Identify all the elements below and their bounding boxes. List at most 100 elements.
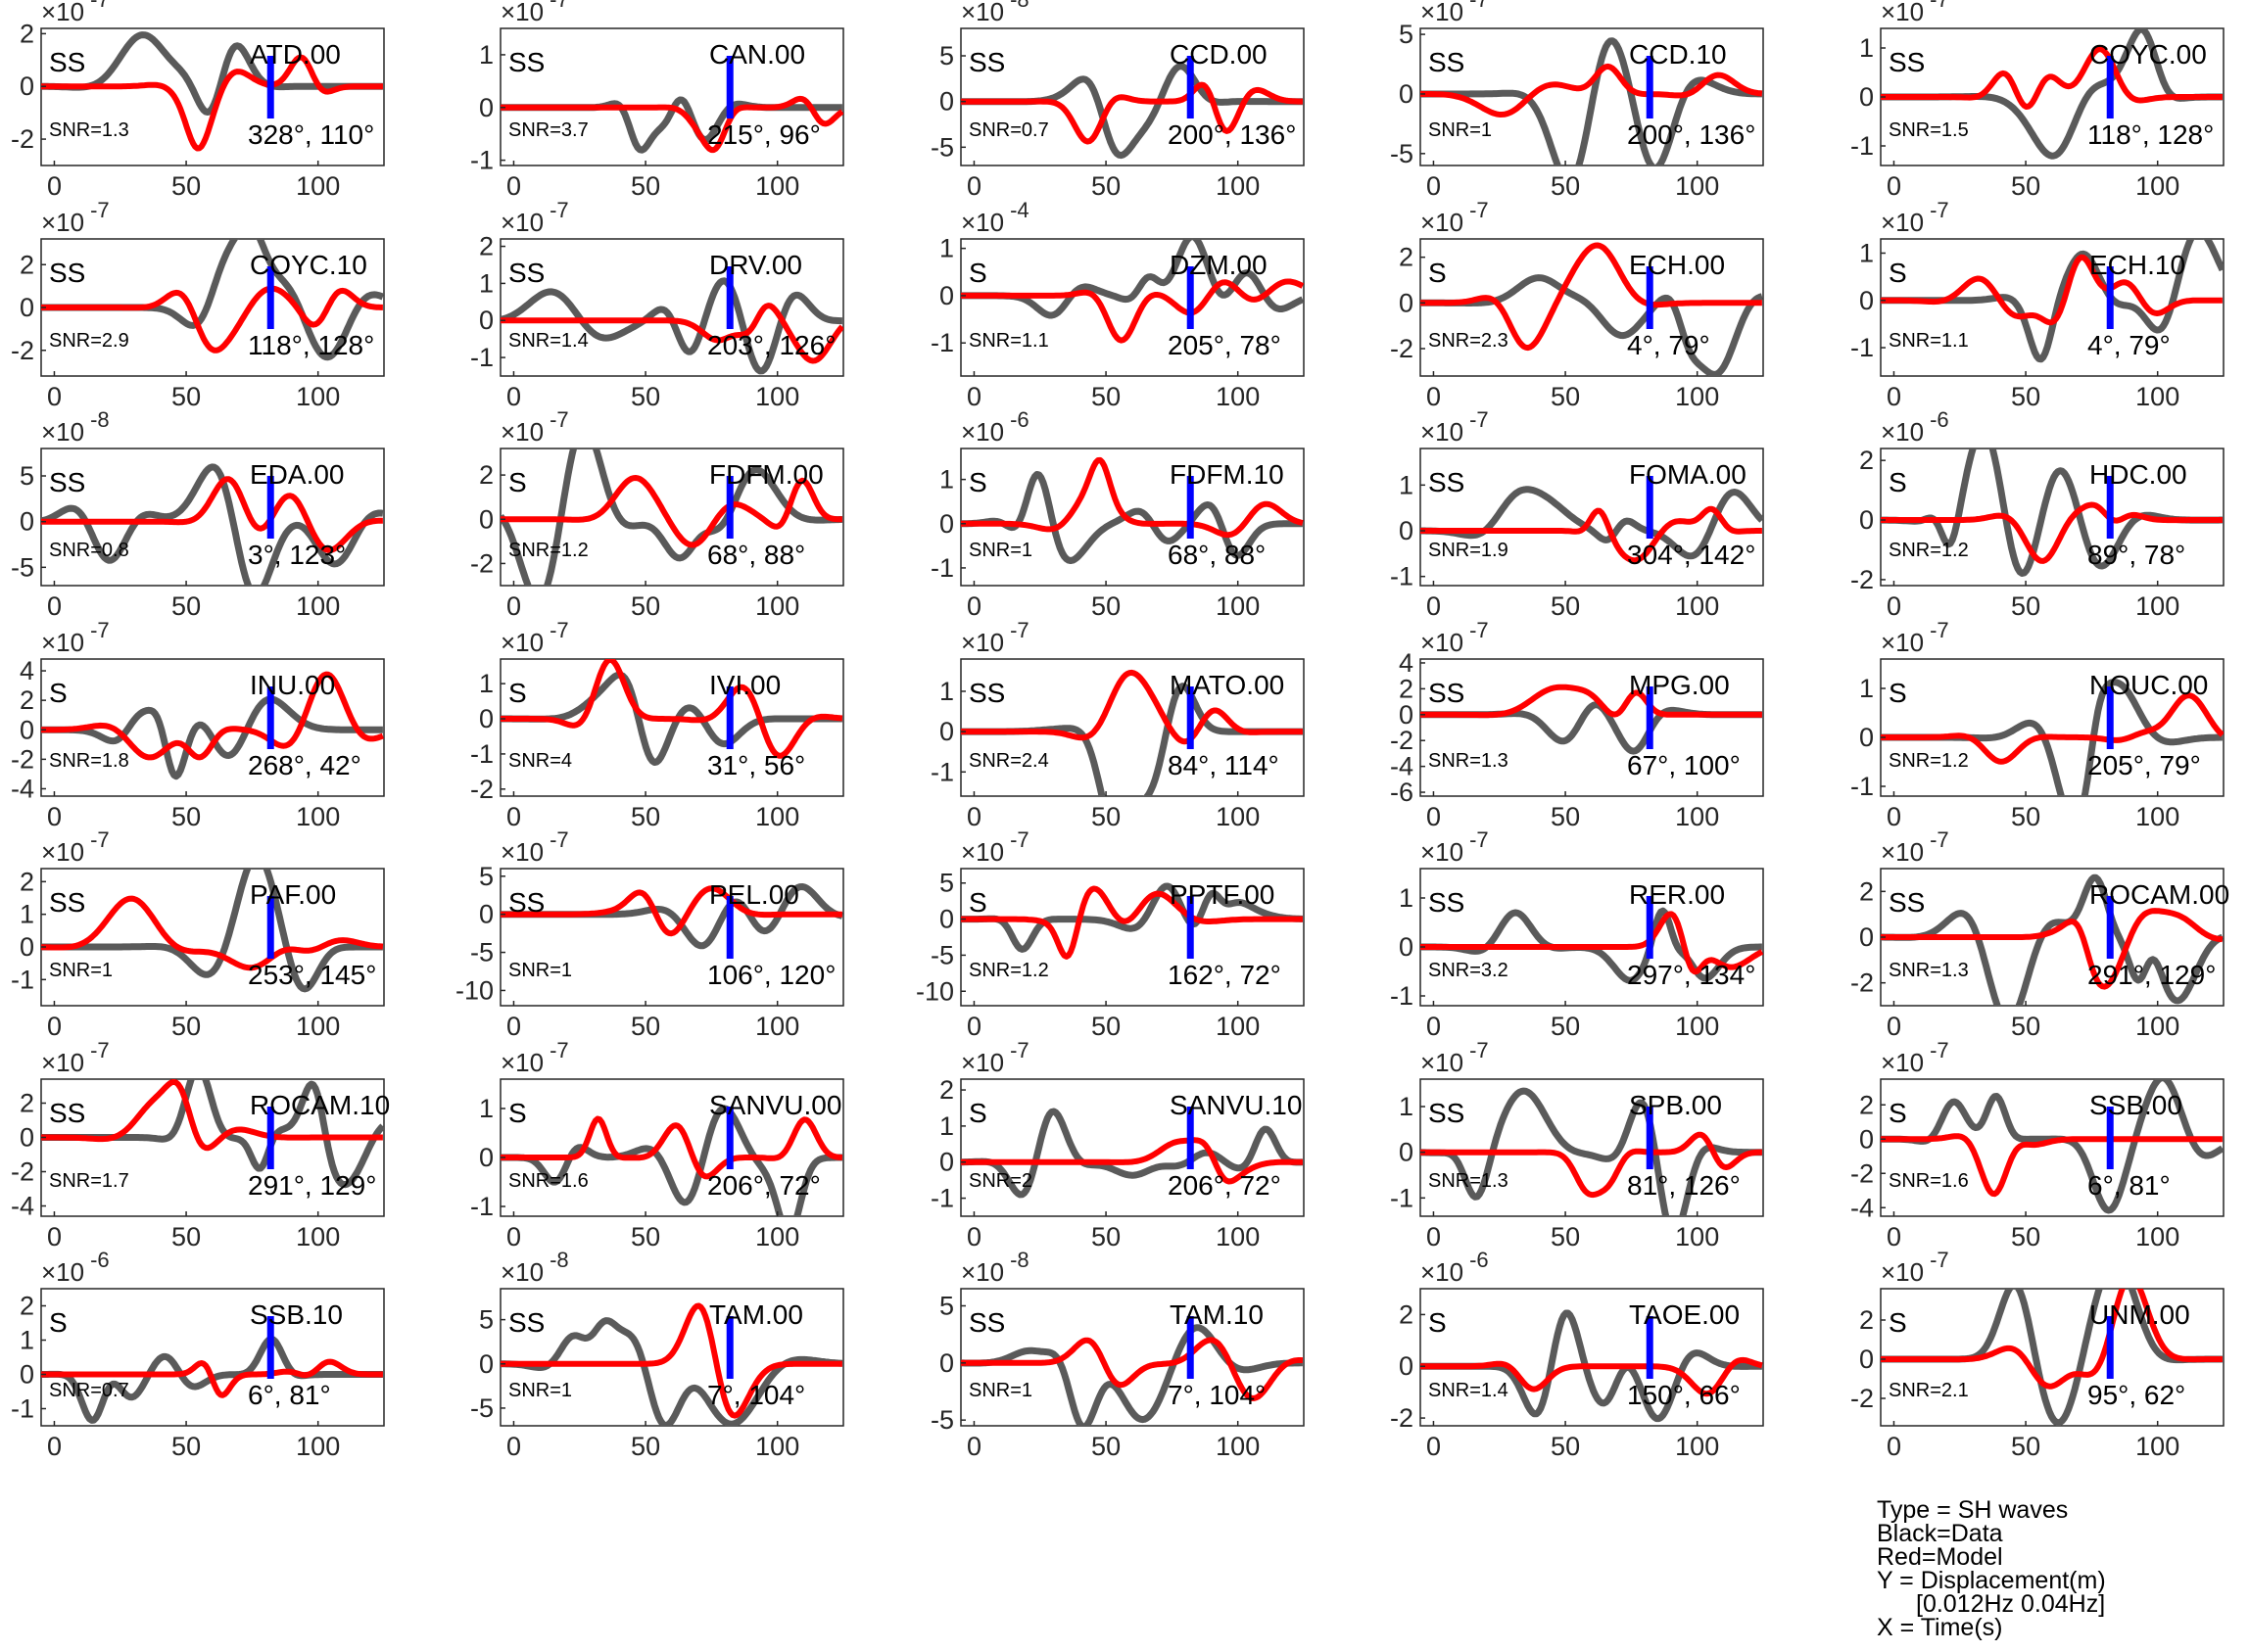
- y-tick-label: 5: [20, 461, 34, 491]
- y-tick-label: 2: [1859, 446, 1874, 475]
- y-tick-label: 2: [1859, 1305, 1874, 1335]
- x-tick-label: 50: [1551, 1012, 1580, 1041]
- y-tick-label: 2: [479, 232, 494, 261]
- snr-label: SNR=1.4: [1428, 1380, 1508, 1401]
- y-tick-label: 0: [479, 1349, 494, 1379]
- data-trace: [961, 1108, 1304, 1199]
- phase-label: SS: [1428, 678, 1464, 708]
- y-exponent: ×10-7: [1881, 1248, 1949, 1287]
- x-tick-label: 100: [2135, 802, 2179, 831]
- angle-label: 205°, 78°: [1168, 330, 1281, 360]
- y-tick-label: -1: [1390, 1183, 1413, 1212]
- x-tick-label: 0: [506, 171, 521, 201]
- y-tick-label: -1: [931, 328, 954, 357]
- phase-label: SS: [1428, 47, 1464, 77]
- x-tick-label: 50: [1091, 1012, 1121, 1041]
- x-tick-label: 0: [1426, 1432, 1441, 1461]
- y-exponent: ×10-8: [41, 407, 110, 447]
- x-tick-label: 50: [631, 171, 660, 201]
- angle-label: 31°, 56°: [707, 750, 805, 780]
- phase-label: SS: [508, 887, 545, 918]
- x-tick-label: 50: [1091, 1432, 1121, 1461]
- snr-label: SNR=1.3: [49, 119, 129, 141]
- y-tick-label: 2: [20, 19, 34, 48]
- snr-label: SNR=0.8: [49, 540, 129, 561]
- station-label: FDFM.00: [709, 459, 824, 490]
- y-tick-label: -1: [1850, 772, 1874, 801]
- snr-label: SNR=1.2: [969, 960, 1049, 981]
- y-tick-label: -1: [931, 553, 954, 583]
- x-tick-label: 100: [2135, 591, 2179, 621]
- snr-label: SNR=1: [969, 540, 1032, 561]
- y-tick-label: 0: [1859, 505, 1874, 535]
- station-label: FDFM.10: [1170, 459, 1284, 490]
- panel-sanvu-00: 0 50 100 1 0 -1 ×10 -7 S SANVU.00 SNR=1.6 206°, 72°: [470, 1038, 844, 1251]
- snr-label: SNR=1.3: [1428, 1170, 1508, 1192]
- y-tick-label: -1: [1850, 131, 1874, 161]
- panel-frame: [40, 868, 385, 1007]
- x-tick-label: 50: [2011, 591, 2040, 621]
- angle-label: 118°, 128°: [2087, 119, 2214, 150]
- y-tick-label: 0: [20, 1123, 34, 1153]
- y-tick-label: 0: [1859, 82, 1874, 112]
- station-label: INU.00: [250, 670, 335, 700]
- y-tick-label: 0: [1859, 922, 1874, 952]
- x-tick-label: 50: [1551, 1222, 1580, 1251]
- snr-label: SNR=1.6: [1889, 1170, 1969, 1192]
- panel-ivi-00: 0 50 100 1 0 -1 -2 ×10 -7 S IVI.00 SNR=4 31°, 56°: [470, 618, 844, 831]
- angle-label: 215°, 96°: [707, 119, 821, 150]
- angle-label: 4°, 79°: [1627, 330, 1710, 360]
- x-tick-label: 50: [171, 1222, 201, 1251]
- x-tick-label: 0: [1887, 1222, 1901, 1251]
- x-tick-label: 100: [1675, 802, 1719, 831]
- x-tick-label: 0: [967, 171, 981, 201]
- y-tick-label: 4: [1399, 648, 1413, 678]
- phase-label: SS: [49, 258, 85, 288]
- data-trace: [41, 1079, 384, 1189]
- y-tick-label: 1: [1859, 238, 1874, 267]
- x-tick-label: 50: [631, 382, 660, 411]
- model-trace: [1881, 1289, 2224, 1390]
- angle-label: 3°, 123°: [248, 540, 346, 570]
- y-tick-label: -10: [455, 975, 494, 1005]
- y-tick-label: -2: [1390, 1403, 1413, 1433]
- x-tick-label: 100: [1675, 1432, 1719, 1461]
- angle-label: 89°, 78°: [2087, 540, 2185, 570]
- model-trace: [1881, 254, 2224, 326]
- y-tick-label: -1: [470, 739, 494, 769]
- y-tick-label: 1: [939, 677, 954, 706]
- y-exponent: ×10-7: [501, 1038, 569, 1077]
- phase-label: S: [49, 1307, 68, 1338]
- x-tick-label: 100: [755, 802, 799, 831]
- x-tick-label: 50: [171, 802, 201, 831]
- snr-label: SNR=1: [508, 1380, 572, 1401]
- x-tick-label: 0: [506, 802, 521, 831]
- y-exponent: ×10-8: [961, 0, 1029, 26]
- x-tick-label: 0: [47, 1012, 62, 1041]
- data-trace: [1420, 1087, 1763, 1216]
- phase-label: SS: [508, 258, 545, 288]
- y-tick-label: 0: [1859, 723, 1874, 752]
- angle-label: 328°, 110°: [248, 119, 374, 150]
- y-tick-label: 0: [1859, 286, 1874, 315]
- x-tick-label: 100: [755, 382, 799, 411]
- angle-label: 297°, 134°: [1627, 960, 1755, 990]
- legend-data: Black=Data: [1877, 1520, 2003, 1547]
- y-tick-label: -1: [1390, 562, 1413, 591]
- snr-label: SNR=1: [969, 1380, 1032, 1401]
- x-tick-label: 50: [631, 1012, 660, 1041]
- legend-x-axis: X = Time(s): [1877, 1614, 2003, 1641]
- model-trace: [1420, 63, 1763, 118]
- y-tick-label: -1: [1850, 333, 1874, 362]
- station-label: SANVU.10: [1170, 1090, 1302, 1120]
- model-trace: [41, 54, 384, 152]
- legend-type: Type = SH waves: [1877, 1496, 2069, 1524]
- station-label: HDC.00: [2089, 459, 2187, 490]
- y-exponent: ×10 -6: [41, 1248, 110, 1287]
- y-tick-label: -1: [1390, 981, 1413, 1011]
- data-trace: [1881, 873, 2224, 1006]
- snr-label: SNR=1: [1428, 119, 1492, 141]
